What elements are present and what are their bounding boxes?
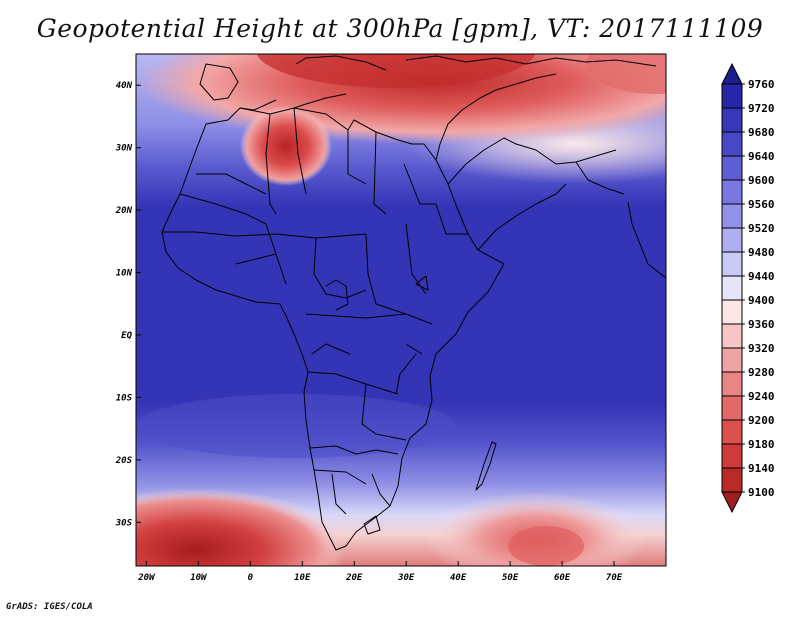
longitude-axis: 20W 10W 0 10E 20E 30E 40E 50E 60E 70E	[137, 561, 623, 583]
lon-tick-label: 20E	[345, 573, 363, 583]
colorbar-bin	[721, 371, 743, 397]
lat-tick-label: 30N	[115, 144, 133, 154]
colorbar-label: 9640	[748, 150, 775, 163]
colorbar-bin	[721, 227, 743, 253]
colorbar-bin	[721, 155, 743, 181]
lon-tick-label: 70E	[606, 573, 623, 583]
colorbar-label: 9720	[748, 102, 775, 115]
coastlines-and-borders	[161, 55, 666, 551]
colorbar-bin	[721, 179, 743, 205]
colorbar-label: 9280	[748, 366, 775, 379]
map-title: Geopotential Height at 300hPa [gpm], VT:…	[36, 14, 764, 43]
colorbar-bin	[721, 395, 743, 421]
colorbar-label: 9360	[748, 318, 775, 331]
lat-tick-label: 20S	[115, 456, 133, 466]
colorbar-label: 9760	[748, 78, 775, 91]
lat-tick-label: 20N	[115, 206, 133, 216]
lat-tick-label: 30S	[115, 518, 133, 528]
colorbar-bin	[721, 467, 743, 493]
lat-tick-label: 40N	[116, 81, 133, 91]
colorbar-bin	[721, 443, 743, 469]
colorbar-label: 9200	[748, 414, 775, 427]
map-panel: 20W 10W 0 10E 20E 30E 40E 50E 60E 70E 40N 30N 20N 10…	[115, 53, 667, 583]
colorbar-bin	[721, 251, 743, 277]
lon-tick-label: 30E	[397, 573, 415, 583]
colorbar-label: 9240	[748, 390, 775, 403]
colorbar-label: 9680	[748, 126, 775, 139]
colorbar-bin	[721, 419, 743, 445]
colorbar-label: 9480	[748, 246, 775, 259]
colorbar-bin	[721, 203, 743, 229]
colorbar-top-arrow	[721, 62, 743, 85]
colorbar-label: 9520	[748, 222, 775, 235]
colorbar-label: 9320	[748, 342, 775, 355]
colorbar-bin	[721, 347, 743, 373]
colorbar-bin	[721, 131, 743, 157]
colorbar: 9100 9140 9180 9200 9240 9280 9320 9360 9400 9440…	[721, 62, 775, 514]
lon-tick-label: 60E	[554, 573, 571, 583]
grads-credit: GrADS: IGES/COLA	[6, 602, 93, 612]
height-field	[136, 54, 666, 566]
lat-tick-label: 10N	[116, 269, 133, 279]
colorbar-bin	[721, 275, 743, 301]
colorbar-bin	[721, 107, 743, 133]
colorbar-label: 9440	[748, 270, 775, 283]
colorbar-bin	[721, 299, 743, 325]
lat-tick-label: 10S	[116, 393, 133, 403]
lon-tick-label: 10E	[294, 573, 311, 583]
lon-tick-label: 0	[248, 573, 254, 583]
colorbar-label: 9600	[748, 174, 775, 187]
colorbar-label: 9100	[748, 486, 775, 499]
lon-tick-label: 10W	[190, 573, 208, 583]
colorbar-bin	[721, 323, 743, 349]
colorbar-label: 9140	[748, 462, 775, 475]
lon-tick-label: 50E	[502, 573, 519, 583]
map-frame	[135, 53, 667, 567]
lat-tick-label: EQ	[121, 331, 132, 341]
latitude-axis: 40N 30N 20N 10N EQ 10S 20S 30S	[115, 81, 141, 528]
colorbar-bin	[721, 83, 743, 109]
colorbar-bottom-arrow	[721, 491, 743, 514]
colorbar-label: 9180	[748, 438, 775, 451]
lon-tick-label: 20W	[137, 573, 156, 583]
colorbar-label: 9560	[748, 198, 775, 211]
lon-tick-label: 40E	[450, 573, 467, 583]
colorbar-label: 9400	[748, 294, 775, 307]
